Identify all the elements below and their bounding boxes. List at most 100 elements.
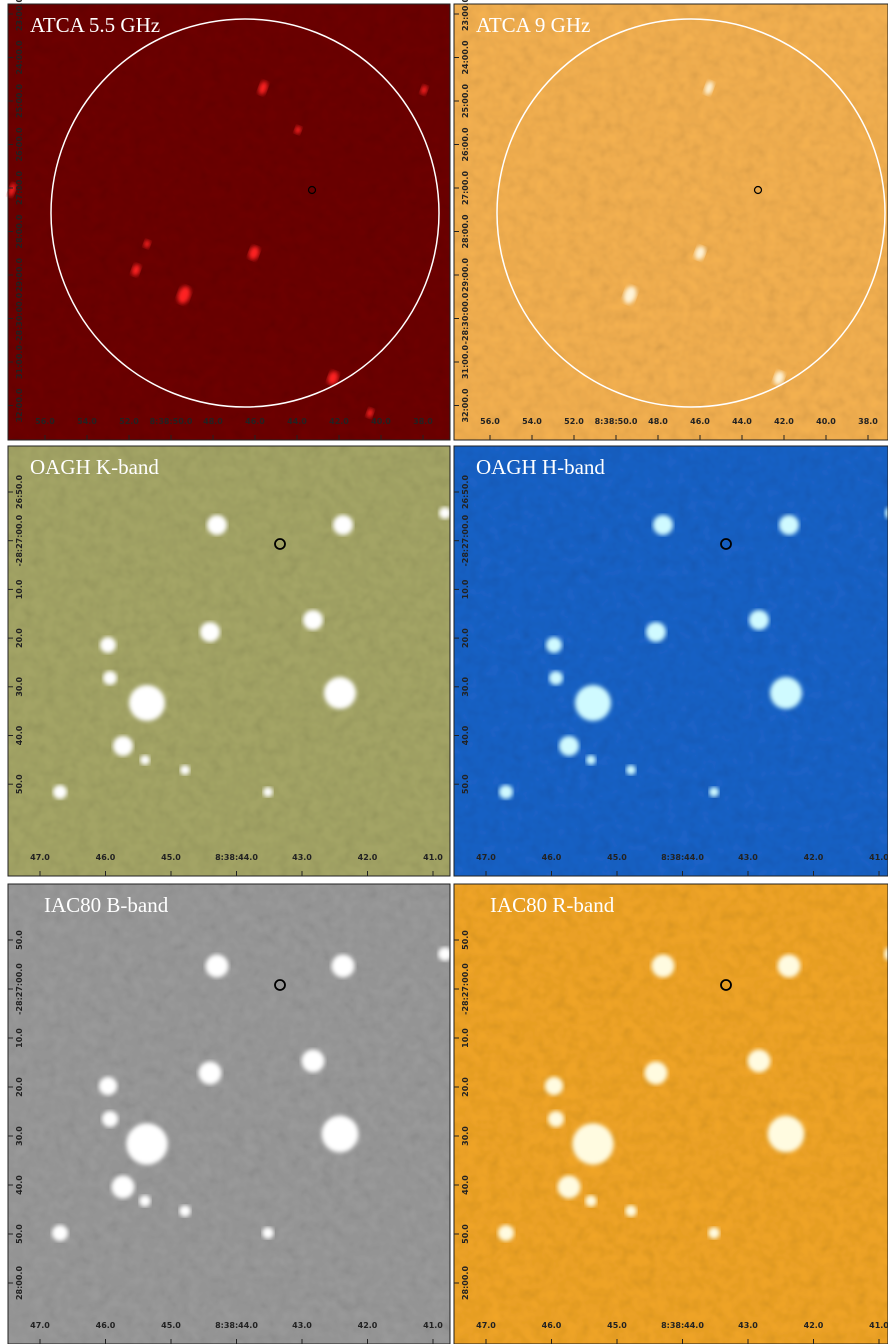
source bbox=[131, 264, 141, 276]
panel-title: IAC80 R-band bbox=[490, 893, 615, 917]
y-tick-label: 20.0 bbox=[15, 1077, 24, 1097]
sources bbox=[51, 947, 452, 1242]
source bbox=[623, 286, 637, 304]
x-tick-label: 38.0 bbox=[858, 417, 878, 426]
source bbox=[694, 246, 706, 260]
y-tick-label: 28:00.0 bbox=[15, 214, 24, 249]
source bbox=[779, 515, 799, 535]
y-tick-label: 32:00.0 bbox=[15, 388, 24, 423]
panel-title: ATCA 5.5 GHz bbox=[30, 13, 160, 37]
x-tick-label: 42.0 bbox=[774, 417, 794, 426]
x-tick-label: 45.0 bbox=[161, 1321, 181, 1330]
panel-image bbox=[8, 884, 450, 1344]
source bbox=[101, 1110, 119, 1128]
source bbox=[111, 1175, 135, 1199]
target-marker bbox=[720, 538, 732, 550]
y-tick-label: 24:00.0 bbox=[15, 40, 24, 75]
source bbox=[709, 787, 719, 797]
y-tick-label: 10.0 bbox=[461, 579, 470, 599]
source bbox=[544, 1076, 564, 1096]
x-tick-label: 54.0 bbox=[522, 417, 542, 426]
source bbox=[708, 1227, 720, 1239]
x-tick-label: 8:38:44.0 bbox=[661, 1321, 704, 1330]
source bbox=[575, 685, 611, 721]
y-tick-label: 50.0 bbox=[15, 774, 24, 794]
x-tick-label: 47.0 bbox=[476, 853, 496, 862]
target-marker bbox=[307, 185, 317, 195]
panel: OAGH K-band 47.0 46.0 45.0 8:38:44.0 43.0 42.0… bbox=[7, 445, 451, 877]
x-tick-label: 56.0 bbox=[35, 417, 55, 426]
target-marker bbox=[274, 979, 286, 991]
y-tick-label: 32:00.0 bbox=[461, 388, 470, 423]
source bbox=[113, 736, 133, 756]
target-marker bbox=[753, 185, 763, 195]
source bbox=[557, 1175, 581, 1199]
x-tick-label: 52.0 bbox=[119, 417, 139, 426]
y-tick-label: 31:00.0 bbox=[461, 345, 470, 380]
source bbox=[98, 1076, 118, 1096]
target-marker bbox=[274, 538, 286, 550]
y-tick-label: 40.0 bbox=[461, 1175, 470, 1195]
y-tick-label: -28:27:00.0 bbox=[461, 963, 470, 1015]
sources bbox=[623, 81, 785, 385]
source bbox=[747, 1049, 771, 1073]
source bbox=[586, 755, 596, 765]
x-tick-label: 46.0 bbox=[96, 853, 116, 862]
source bbox=[777, 954, 801, 978]
source bbox=[248, 246, 260, 260]
y-tick-label: 29:00.0 bbox=[15, 258, 24, 293]
x-tick-label: 43.0 bbox=[292, 1321, 312, 1330]
source bbox=[8, 183, 16, 197]
panel: ATCA 5.5 GHz 56.0 54.0 52.0 8:38:50.0 48.0 46.… bbox=[7, 0, 451, 441]
panel-title: OAGH K-band bbox=[30, 455, 159, 479]
y-tick-label: 28:00.0 bbox=[15, 1266, 24, 1301]
panel-image bbox=[8, 4, 450, 440]
y-tick-label: 23:00.0 bbox=[15, 0, 24, 31]
source bbox=[331, 954, 355, 978]
source bbox=[651, 954, 675, 978]
x-tick-label: 44.0 bbox=[287, 417, 307, 426]
x-tick-label: 42.0 bbox=[804, 853, 824, 862]
source bbox=[324, 677, 356, 709]
x-tick-label: 40.0 bbox=[371, 417, 391, 426]
source bbox=[646, 622, 666, 642]
panel-frame bbox=[453, 883, 888, 1344]
source bbox=[420, 85, 428, 95]
panel-frame bbox=[7, 445, 451, 877]
x-tick-label: 8:38:50.0 bbox=[595, 417, 638, 426]
x-tick-label: 42.0 bbox=[804, 1321, 824, 1330]
source bbox=[301, 1049, 325, 1073]
x-tick-label: 44.0 bbox=[732, 417, 752, 426]
x-tick-label: 46.0 bbox=[690, 417, 710, 426]
x-tick-label: 8:38:44.0 bbox=[215, 853, 258, 862]
y-tick-label: 28:00.0 bbox=[461, 214, 470, 249]
source bbox=[767, 1115, 805, 1153]
x-tick-label: 8:38:50.0 bbox=[150, 417, 193, 426]
x-tick-label: 47.0 bbox=[30, 853, 50, 862]
source bbox=[53, 785, 67, 799]
source bbox=[773, 371, 785, 385]
source bbox=[139, 1195, 151, 1207]
panel: ATCA 9 GHz 56.0 54.0 52.0 8:38:50.0 48.0 46.0 4… bbox=[453, 0, 888, 441]
source bbox=[366, 408, 374, 418]
x-tick-label: 41.0 bbox=[869, 1321, 888, 1330]
y-tick-label: 26:50.0 bbox=[461, 475, 470, 510]
source bbox=[180, 765, 190, 775]
source bbox=[885, 507, 888, 519]
source bbox=[884, 947, 888, 961]
y-tick-label: 40.0 bbox=[461, 725, 470, 745]
source bbox=[177, 286, 191, 304]
y-tick-label: 25:00.0 bbox=[15, 84, 24, 119]
x-tick-label: 56.0 bbox=[480, 417, 500, 426]
sources bbox=[8, 81, 428, 418]
y-tick-label: 40.0 bbox=[15, 1175, 24, 1195]
source bbox=[103, 671, 117, 685]
y-tick-label: 30.0 bbox=[15, 677, 24, 697]
sources bbox=[497, 947, 888, 1242]
x-tick-label: 43.0 bbox=[292, 853, 312, 862]
x-tick-label: 43.0 bbox=[738, 853, 758, 862]
x-tick-label: 54.0 bbox=[77, 417, 97, 426]
y-tick-label: -28:27:00.0 bbox=[15, 514, 24, 566]
source bbox=[129, 685, 165, 721]
x-tick-label: 38.0 bbox=[413, 417, 433, 426]
